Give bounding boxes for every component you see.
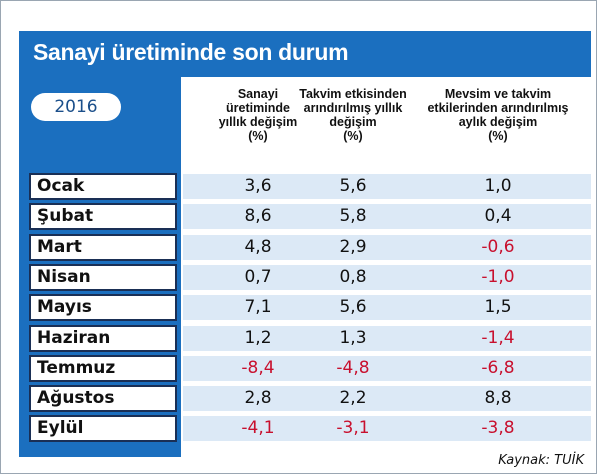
- cell-value: 7,1: [244, 297, 272, 318]
- cell-value: 0,4: [484, 206, 512, 227]
- row-strip: [183, 234, 591, 260]
- row-strip: [183, 325, 591, 351]
- row-strip: [183, 174, 591, 199]
- header-line: etkilerinden arındırılmış: [427, 101, 569, 115]
- cell-value: 5,6: [339, 297, 367, 318]
- source: Kaynak: TUİK: [498, 453, 584, 468]
- column-header: Takvim etkisinden arındırılmış yıllık deği…: [278, 87, 428, 143]
- header-line: üretiminde: [226, 101, 290, 115]
- cell-value: -4,8: [336, 357, 370, 378]
- cell-value: -1,4: [481, 327, 515, 348]
- header-line: Mevsim ve takvim: [444, 87, 552, 101]
- header-line: değişim: [329, 115, 377, 129]
- row-strip: [183, 386, 591, 412]
- row-strip: [183, 295, 591, 321]
- row-strip: [183, 416, 591, 442]
- header-line: arındırılmış yıllık: [303, 101, 403, 115]
- cell-value: -3,1: [336, 418, 370, 439]
- year-badge: 2016: [31, 93, 121, 121]
- cell-value: 0,8: [339, 266, 367, 287]
- header-line: (%): [488, 129, 508, 143]
- title: Sanayi üretiminde son durum: [33, 39, 349, 65]
- column-header: Sanayi üretiminde yıllık değişim (%): [183, 87, 333, 143]
- cell-value: -8,4: [241, 357, 275, 378]
- cell-value: -0,6: [481, 236, 515, 257]
- cell-value: -6,8: [481, 357, 515, 378]
- column-header: Mevsim ve takvim etkilerinden arındırılmı…: [423, 87, 573, 143]
- cell-value: 2,8: [244, 388, 272, 409]
- row-label: Ocak: [29, 173, 177, 200]
- cell-value: 5,8: [339, 206, 367, 227]
- cell-value: 8,6: [244, 206, 272, 227]
- header-line: Takvim etkisinden: [299, 87, 407, 101]
- row-strip: [183, 204, 591, 230]
- cell-value: 2,9: [339, 236, 367, 257]
- header-line: aylık değişim: [458, 115, 538, 129]
- row-label: Mayıs: [29, 294, 177, 322]
- header-line: Sanayi: [237, 87, 279, 101]
- cell-value: 8,8: [484, 388, 512, 409]
- row-label: Ağustos: [29, 385, 177, 413]
- header-line: (%): [248, 129, 268, 143]
- row-strip: [183, 355, 591, 381]
- row-label: Eylül: [29, 415, 177, 443]
- row-label: Temmuz: [29, 354, 177, 382]
- cell-value: 1,3: [339, 327, 367, 348]
- title-bar: Sanayi üretiminde son durum: [19, 31, 591, 77]
- cell-value: -3,8: [481, 418, 515, 439]
- cell-value: 4,8: [244, 236, 272, 257]
- row-label: Mart: [29, 233, 177, 261]
- cell-value: 1,0: [484, 176, 512, 196]
- cell-value: -1,0: [481, 266, 515, 287]
- cell-value: 1,5: [484, 297, 512, 318]
- cell-value: 0,7: [244, 266, 272, 287]
- header-line: (%): [343, 129, 363, 143]
- row-label: Haziran: [29, 324, 177, 352]
- cell-value: 5,6: [339, 176, 367, 196]
- cell-value: 3,6: [244, 176, 272, 196]
- cell-value: -4,1: [241, 418, 275, 439]
- row-strip: [183, 264, 591, 290]
- row-label: Nisan: [29, 263, 177, 291]
- row-label: Şubat: [29, 203, 177, 231]
- cell-value: 1,2: [244, 327, 272, 348]
- header-line: yıllık değişim: [218, 115, 298, 129]
- cell-value: 2,2: [339, 388, 367, 409]
